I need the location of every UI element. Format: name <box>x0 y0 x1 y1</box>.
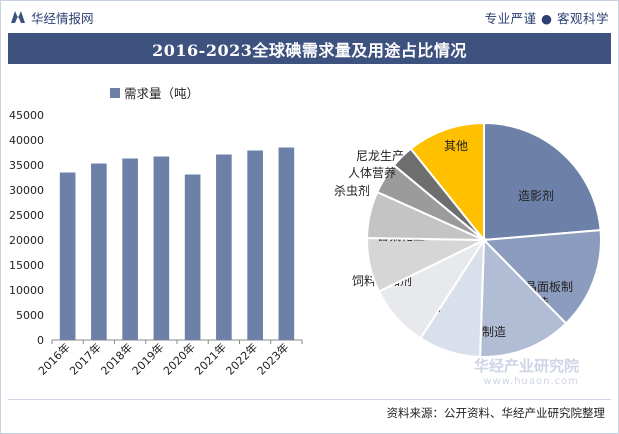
pie-label: 人体营养 <box>348 165 396 180</box>
y-tick-label: 25000 <box>9 209 44 222</box>
y-tick-label: 30000 <box>9 184 44 197</box>
watermark-url: www.huaon.com <box>483 376 579 387</box>
x-tick-label: 2021年 <box>192 340 229 377</box>
y-tick-label: 0 <box>37 334 44 347</box>
pie-label: 造影剂 <box>518 188 554 203</box>
y-tick-label: 10000 <box>9 284 44 297</box>
bar-2017年 <box>91 163 107 340</box>
top-bar: 华经情报网 专业严谨 ● 客观科学 <box>10 6 609 28</box>
y-tick-label: 5000 <box>16 309 44 322</box>
bar-2016年 <box>59 172 76 340</box>
bar-2019年 <box>153 156 170 340</box>
pie-label: 尼龙生产 <box>356 149 404 163</box>
pie-slice-医药制造 <box>479 237 568 358</box>
watermark-name: 华经产业研究院 <box>473 357 579 375</box>
bar-2023年 <box>278 147 295 340</box>
brand-logo[interactable]: 华经情报网 <box>10 8 94 27</box>
bottom-divider <box>8 399 611 400</box>
source-note: 资料来源：公开资料、华经产业研究院整理 <box>386 406 606 420</box>
y-tick-label: 40000 <box>9 134 44 147</box>
brand-logo-icon <box>11 11 25 23</box>
pie-slice-造影剂 <box>483 121 602 242</box>
x-tick-label: 2019年 <box>129 340 166 377</box>
chart-title: 2016-2023全球碘需求量及用途占比情况 <box>8 33 611 64</box>
y-tick-label: 45000 <box>9 109 44 122</box>
bar-2020年 <box>184 174 201 340</box>
legend-label: 需求量（吨） <box>124 86 200 101</box>
bar-2021年 <box>216 154 232 340</box>
bar-2022年 <box>247 150 263 340</box>
y-tick-label: 35000 <box>9 159 44 172</box>
pie-label: 杀虫剂 <box>334 183 370 198</box>
bar-legend: 需求量（吨） <box>110 83 199 102</box>
x-tick-label: 2023年 <box>254 340 291 377</box>
x-tick-label: 2020年 <box>160 340 197 377</box>
x-tick-label: 2017年 <box>67 340 104 377</box>
pie-slice-其他 <box>409 121 485 243</box>
y-tick-label: 20000 <box>9 234 44 247</box>
slogan: 专业严谨 ● 客观科学 <box>484 10 609 26</box>
pie-slice-液晶面板制造 <box>481 229 602 325</box>
legend-swatch <box>110 87 120 98</box>
watermark: 华经产业研究院 www.huaon.com <box>474 358 579 390</box>
y-tick-label: 15000 <box>9 259 44 272</box>
x-tick-label: 2022年 <box>223 340 260 377</box>
x-tick-label: 2018年 <box>98 340 135 377</box>
bar-2018年 <box>122 158 138 340</box>
pie-label: 其他 <box>444 139 468 153</box>
brand-name: 华经情报网 <box>31 10 94 26</box>
